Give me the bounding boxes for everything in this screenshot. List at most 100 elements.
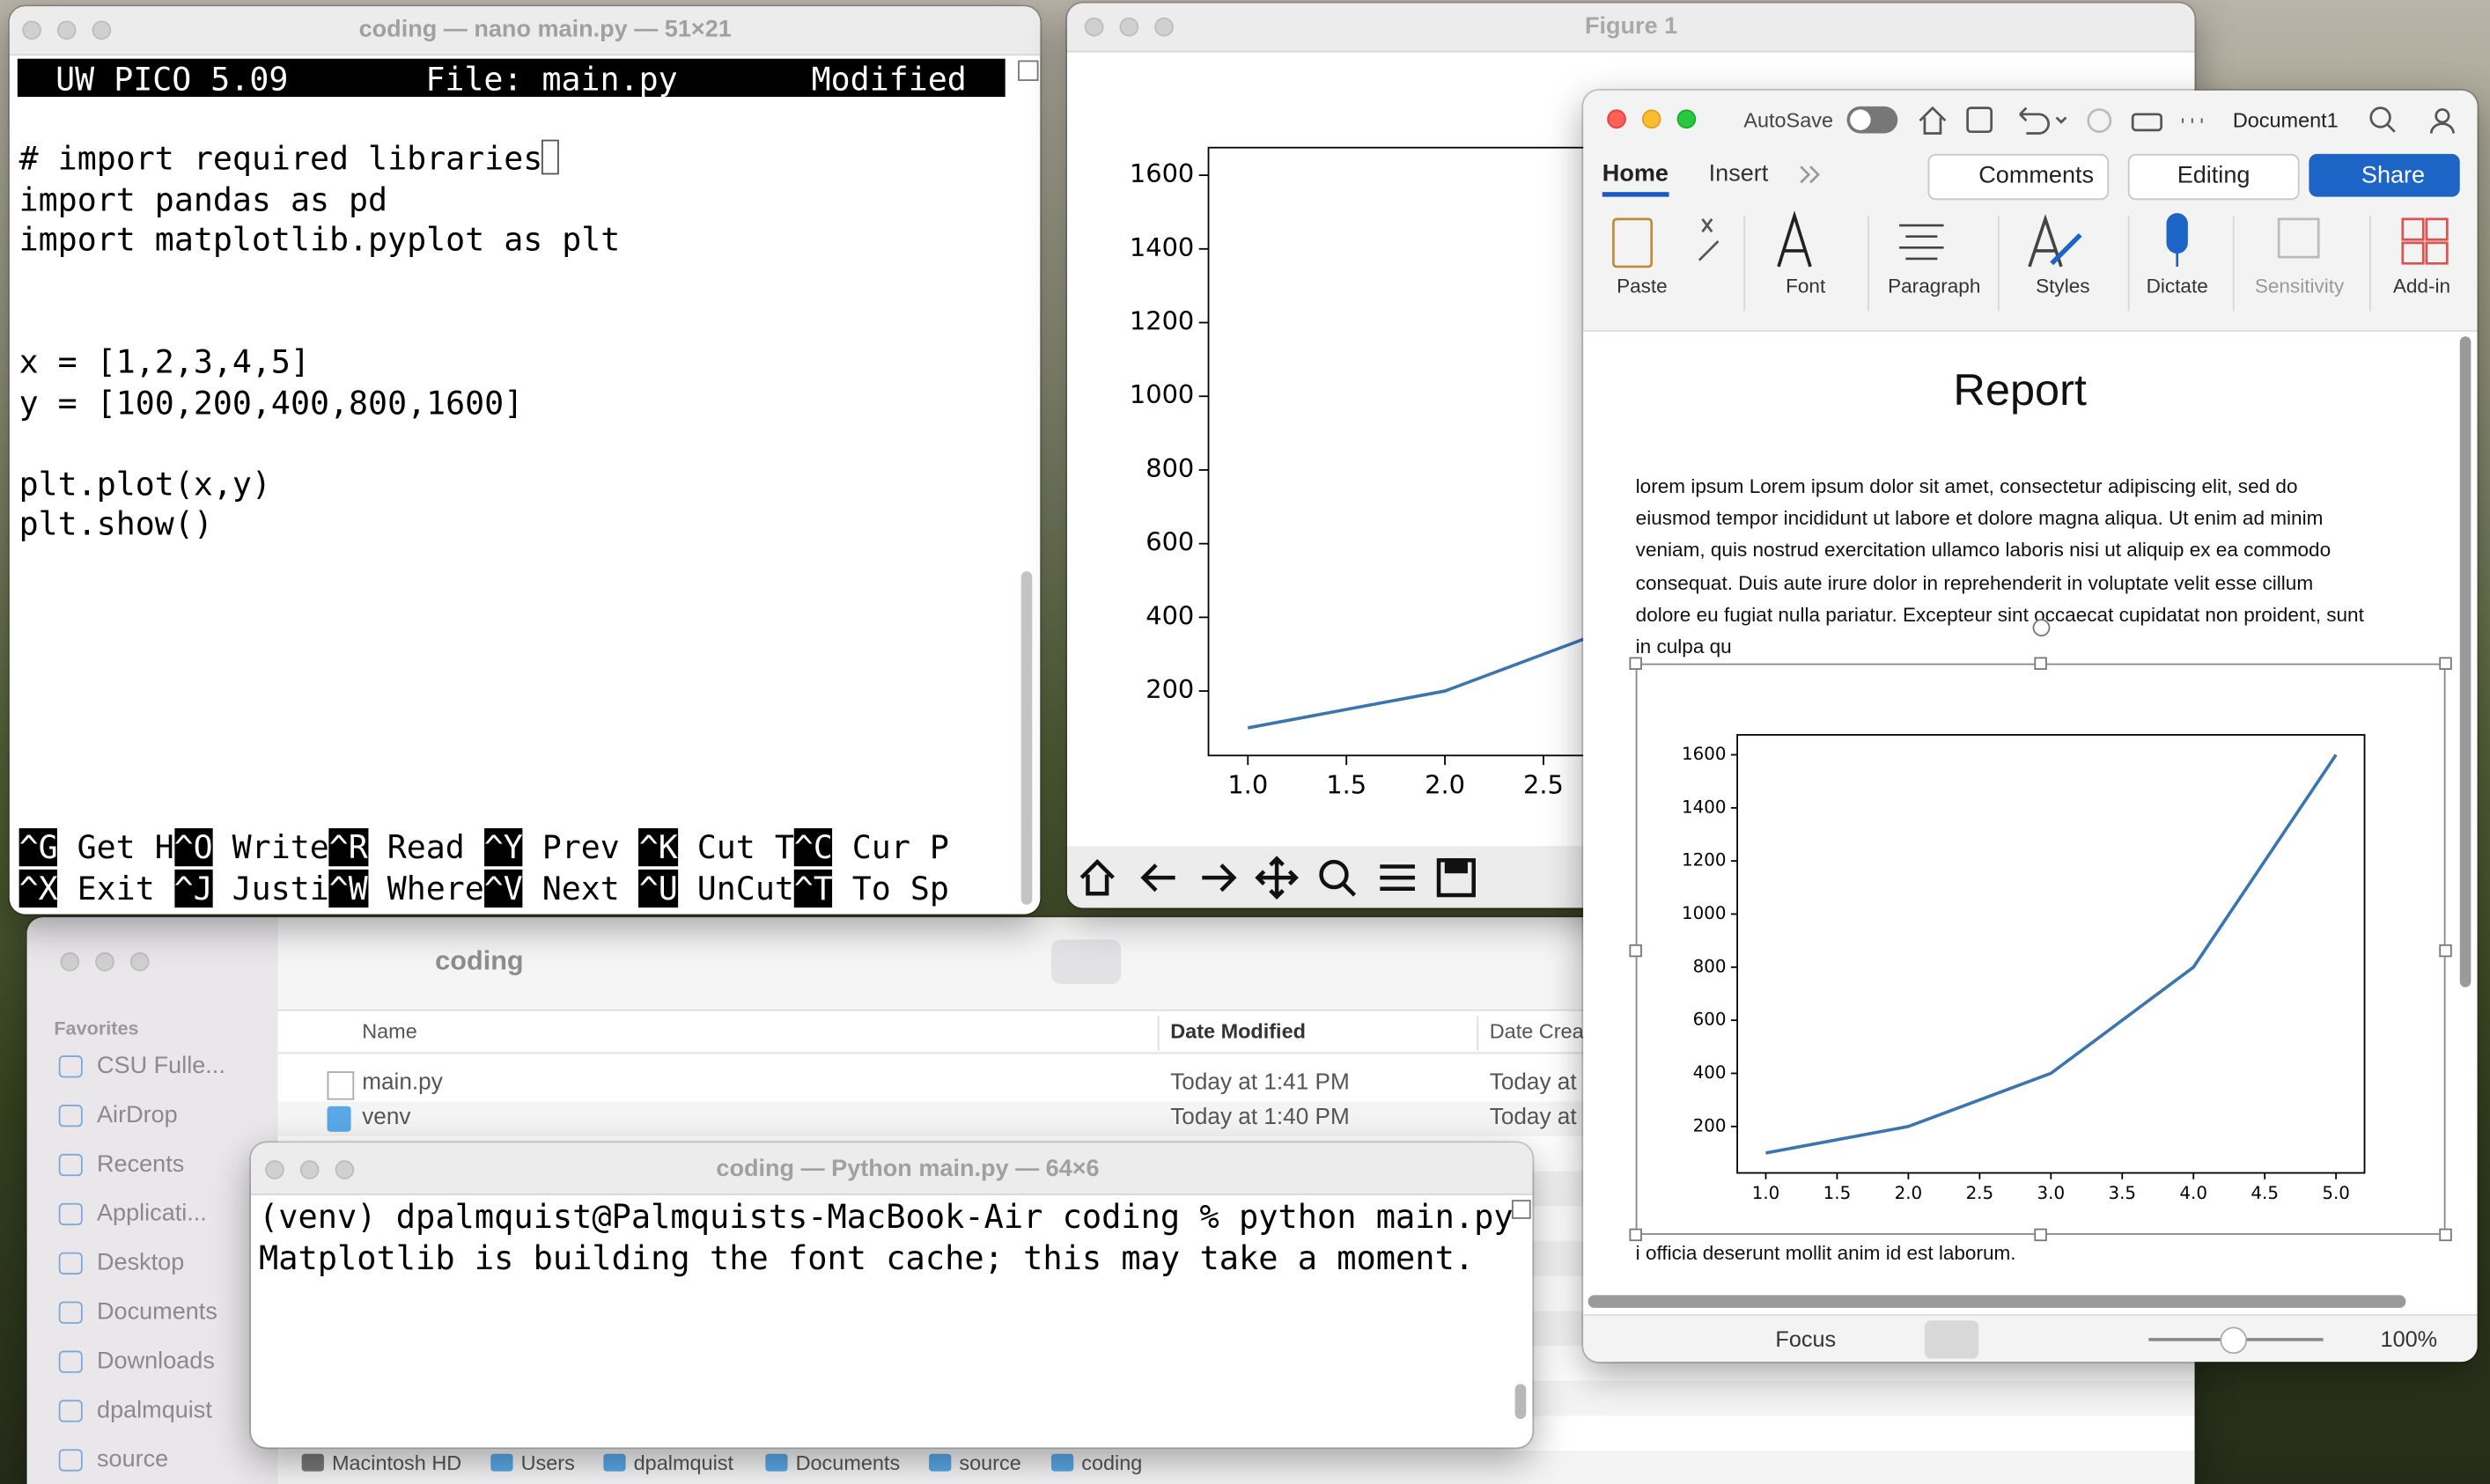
resize-handle[interactable]	[2034, 1228, 2047, 1242]
sidebar-item: source	[97, 1445, 169, 1473]
zoom-icon[interactable]	[1319, 859, 1349, 890]
scrollbar[interactable]	[1020, 571, 1033, 905]
sidebar-item: Downloads	[97, 1347, 215, 1375]
ribbon-tab[interactable]: Insert	[1708, 160, 1769, 187]
title-bar	[9, 6, 1041, 56]
zoom-button[interactable]	[92, 20, 112, 40]
file-cell: Today at 1:41 PM	[1170, 1069, 1350, 1096]
shortcut-label: Next	[541, 869, 620, 908]
paste-icon[interactable]	[1612, 217, 1654, 268]
scrollbar[interactable]	[1514, 1384, 1527, 1420]
chart-selection-frame[interactable]	[1635, 663, 2446, 1235]
paragraph-line: i officia deserunt mollit anim id est la…	[1635, 1242, 2016, 1265]
window-title: coding — Python main.py — 64×6	[716, 1155, 1100, 1183]
account-icon[interactable]	[2435, 108, 2450, 124]
ribbon-tab[interactable]: Home	[1602, 160, 1669, 187]
undo-icon[interactable]	[2019, 107, 2050, 135]
shortcut-key: ^W	[328, 869, 368, 908]
vertical-scrollbar[interactable]	[2459, 336, 2472, 988]
focus-label[interactable]: Focus	[1775, 1326, 1837, 1352]
resize-handle[interactable]	[2439, 1228, 2452, 1242]
path-icon	[929, 1453, 952, 1472]
button-label: Share	[2361, 161, 2426, 189]
editor-file: File: main.py	[425, 60, 678, 99]
save-icon[interactable]	[1436, 858, 1476, 898]
add-ins-icon[interactable]	[2401, 217, 2449, 265]
styles-icon[interactable]	[2028, 214, 2063, 268]
back-icon[interactable]	[1140, 863, 1175, 893]
close-button[interactable]	[60, 951, 80, 972]
dictate-icon[interactable]	[2166, 213, 2188, 254]
document-area	[1583, 330, 2478, 1316]
resize-handle[interactable]	[1629, 944, 1642, 958]
column-header	[277, 1010, 2195, 1054]
resize-handle[interactable]	[2439, 657, 2452, 670]
code-line: # import required libraries	[18, 139, 543, 178]
configure-icon[interactable]	[1380, 864, 1415, 892]
list-view-button[interactable]	[1050, 939, 1122, 984]
resize-handle[interactable]	[2034, 657, 2047, 670]
minimize-button[interactable]	[1119, 17, 1139, 37]
close-button[interactable]	[1607, 109, 1626, 129]
minimize-button[interactable]	[56, 20, 77, 40]
redo-icon[interactable]	[2087, 108, 2112, 134]
file-cell: Today at	[1489, 1069, 1577, 1096]
paragraph-icon[interactable]	[1899, 224, 1944, 261]
minimize-button[interactable]	[95, 951, 114, 972]
g	[1919, 106, 2203, 135]
comments-button[interactable]	[1927, 153, 2110, 201]
sensitivity-icon[interactable]	[2277, 217, 2320, 259]
share-button[interactable]	[2309, 153, 2460, 197]
zoom-button[interactable]	[129, 951, 150, 972]
autosave-toggle[interactable]	[1846, 106, 1898, 134]
zoom-button[interactable]	[1154, 17, 1174, 37]
editing-button[interactable]	[2127, 153, 2300, 201]
close-button[interactable]	[22, 20, 41, 40]
rotate-handle[interactable]	[2032, 619, 2051, 637]
figure-toolbar	[1066, 846, 2195, 908]
cursor	[541, 139, 559, 175]
clipboard-tools[interactable]	[1698, 218, 1720, 261]
web-layout-button[interactable]	[1924, 1320, 1979, 1359]
close-button[interactable]	[1084, 17, 1104, 37]
path-icon	[301, 1453, 324, 1472]
sidebar-item: dpalmquist	[97, 1396, 212, 1424]
home-icon[interactable]	[1079, 858, 1115, 896]
home-icon[interactable]	[1919, 106, 1947, 135]
sidebar-heading: Favorites	[54, 1017, 139, 1040]
shortcut-label: Justi	[232, 869, 329, 908]
g	[1079, 856, 1476, 900]
shortcut-label: To Sp	[851, 869, 949, 908]
paragraph-line: veniam, quis nostrud exercitation ullamc…	[1635, 539, 2332, 562]
finder-toolbar	[277, 917, 2195, 1011]
zoom-knob[interactable]	[2220, 1326, 2248, 1355]
undo-menu[interactable]	[2055, 116, 2067, 124]
column-header: Date Modified	[1170, 1019, 1306, 1044]
path-item: Users	[520, 1451, 575, 1475]
zoom-slider[interactable]	[2148, 1338, 2324, 1341]
folder-icon	[327, 1106, 351, 1132]
forward-icon[interactable]	[1202, 863, 1237, 893]
save-icon[interactable]	[1966, 107, 1993, 134]
paragraph-line: dolore eu fugiat nulla pariatur. Excepte…	[1635, 603, 2364, 627]
code-line: plt.show()	[18, 504, 213, 544]
minimize-button[interactable]	[299, 1160, 320, 1179]
ribbon-separator	[1867, 216, 1869, 312]
minimize-button[interactable]	[1641, 109, 1661, 129]
g	[2369, 107, 2455, 134]
horizontal-scrollbar[interactable]	[1588, 1295, 2406, 1308]
path-icon	[765, 1453, 788, 1472]
zoom-button[interactable]	[335, 1160, 355, 1179]
resize-handle[interactable]	[1629, 657, 1642, 670]
close-button[interactable]	[265, 1160, 284, 1179]
pan-icon[interactable]	[1255, 856, 1299, 900]
shortcut-key: ^U	[638, 869, 678, 908]
zoom-button[interactable]	[1676, 109, 1697, 129]
search-icon[interactable]	[2369, 107, 2391, 129]
more-tabs-icon[interactable]	[1798, 164, 1823, 186]
font-icon[interactable]	[1777, 210, 1812, 268]
print-icon[interactable]	[2131, 113, 2163, 132]
resize-handle[interactable]	[2439, 944, 2452, 958]
word-window	[1583, 90, 2478, 1363]
resize-handle[interactable]	[1629, 1228, 1642, 1242]
